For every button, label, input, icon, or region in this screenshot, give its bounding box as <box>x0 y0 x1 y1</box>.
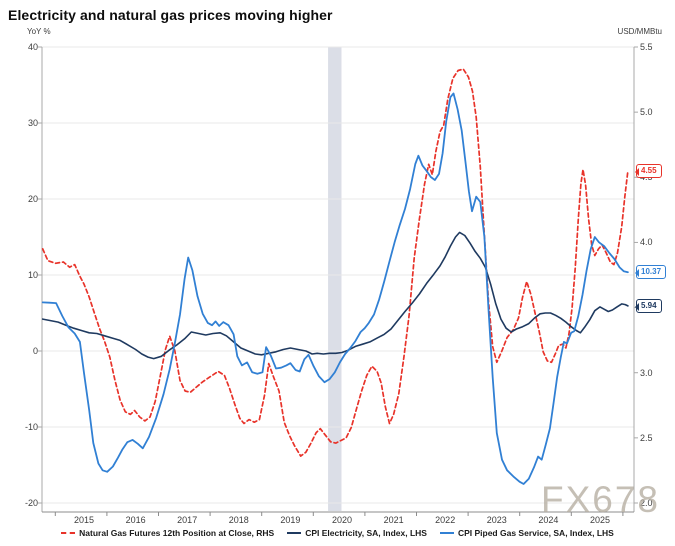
x-axis-tick-label: 2016 <box>125 515 146 525</box>
legend-label: Natural Gas Futures 12th Position at Clo… <box>79 528 275 538</box>
recession-band <box>328 47 342 511</box>
left-axis-tick-label: 10 <box>27 270 38 280</box>
right-axis-tick-label: 5.0 <box>640 107 653 118</box>
left-axis-tick-label: 0 <box>32 346 38 356</box>
x-axis-tick-label: 2025 <box>589 515 611 525</box>
left-axis-tick-label: -20 <box>24 498 38 508</box>
end-value-label: 5.94 <box>635 298 662 313</box>
left-axis-tick-label: -10 <box>24 422 38 432</box>
legend: Natural Gas Futures 12th Position at Clo… <box>0 528 675 538</box>
x-axis-tick-label: 2022 <box>435 515 456 525</box>
right-axis-tick-label: 4.0 <box>640 237 653 248</box>
chart-title: Electricity and natural gas prices movin… <box>8 7 333 23</box>
x-axis-tick-label: 2015 <box>73 515 95 525</box>
end-value-label: 10.37 <box>635 265 667 280</box>
left-axis-tick-label: 20 <box>27 194 38 204</box>
left-axis-tick-label: 40 <box>27 42 38 52</box>
x-axis-tick-label: 2020 <box>331 515 353 525</box>
end-label-pointer <box>631 302 639 311</box>
legend-line-marker <box>439 532 454 534</box>
legend-line-marker <box>287 532 302 534</box>
x-axis-tick-label: 2018 <box>228 515 249 525</box>
right-axis-unit-label: USD/MMBtu <box>617 27 662 36</box>
legend-item: CPI Electricity, SA, Index, LHS <box>287 528 427 538</box>
end-label-pointer <box>631 167 639 176</box>
right-axis-tick-label: 3.0 <box>640 367 653 378</box>
right-axis-tick-label: 2.0 <box>640 498 653 508</box>
end-label-pointer <box>631 269 639 278</box>
right-axis-tick-label: 5.5 <box>640 42 653 52</box>
series-line <box>41 231 629 360</box>
watermark: FX678 <box>541 479 661 520</box>
legend-label: CPI Electricity, SA, Index, LHS <box>305 528 427 538</box>
x-axis-tick-label: 2023 <box>486 515 507 525</box>
legend-item: CPI Piped Gas Service, SA, Index, LHS <box>439 528 614 538</box>
x-axis-tick-label: 2017 <box>177 515 198 525</box>
series-line <box>41 68 629 457</box>
legend-line-marker <box>61 532 76 534</box>
series-line <box>41 92 629 485</box>
legend-label: CPI Piped Gas Service, SA, Index, LHS <box>457 528 614 538</box>
x-axis-tick-label: 2021 <box>383 515 404 525</box>
legend-item: Natural Gas Futures 12th Position at Clo… <box>61 528 274 538</box>
left-axis-unit-label: YoY % <box>27 27 51 36</box>
end-value-label: 4.55 <box>635 163 662 178</box>
right-axis-tick-label: 2.5 <box>640 432 653 443</box>
left-axis-tick-label: 30 <box>27 118 38 128</box>
x-axis-tick-label: 2024 <box>538 515 559 525</box>
x-axis-tick-label: 2019 <box>280 515 301 525</box>
